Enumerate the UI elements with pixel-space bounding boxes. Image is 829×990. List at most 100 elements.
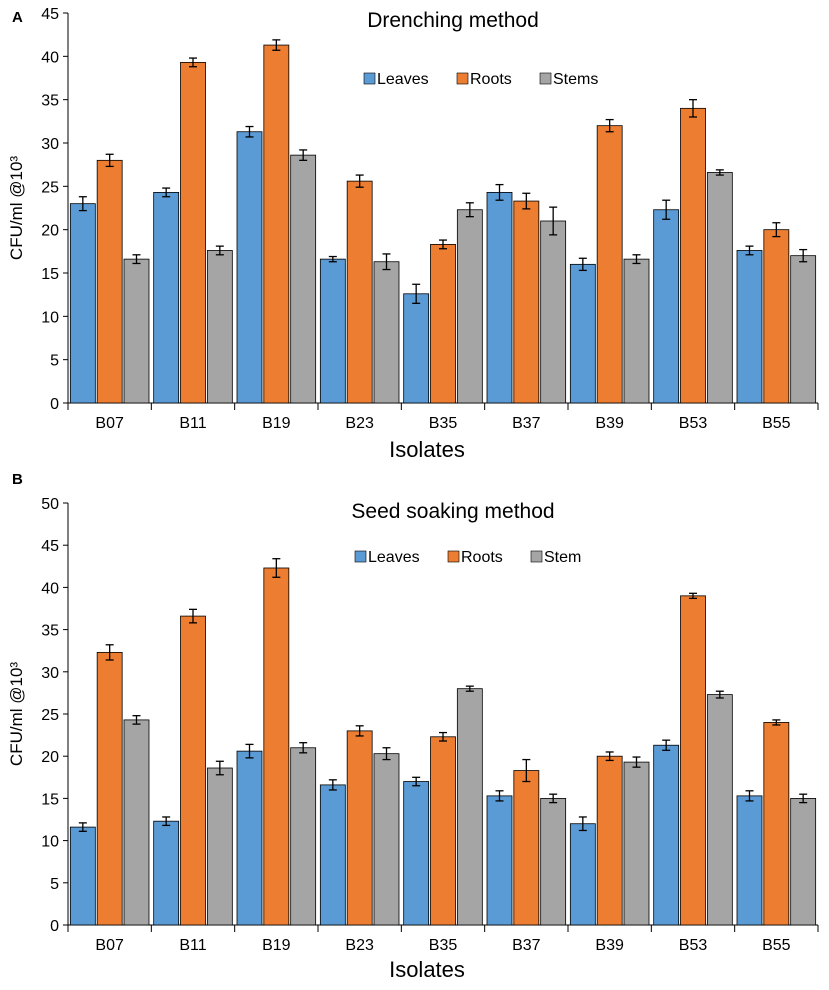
y-tick-label: 45 xyxy=(41,6,59,23)
legend-label-leaves: Leaves xyxy=(377,71,429,88)
panel-label: A xyxy=(12,9,23,26)
y-tick-label: 0 xyxy=(50,918,59,935)
y-tick-label: 10 xyxy=(41,834,59,851)
legend-swatch-leaves xyxy=(363,72,376,85)
legend-label-stem: Stem xyxy=(544,549,581,566)
bar-stem-b07 xyxy=(123,719,150,926)
x-tick-label: B53 xyxy=(679,415,708,432)
bar-roots-b55 xyxy=(763,722,790,926)
y-tick-label: 40 xyxy=(41,580,59,597)
bar-roots-b07 xyxy=(96,651,123,926)
x-tick-label: B07 xyxy=(95,415,124,432)
x-tick-label: B07 xyxy=(95,937,124,954)
x-tick-label: B55 xyxy=(762,415,791,432)
bar-leaves-b37 xyxy=(486,191,513,404)
bar-leaves-b37 xyxy=(486,795,513,926)
x-tick-label: B19 xyxy=(262,415,291,432)
bar-stem-b55 xyxy=(790,798,817,926)
legend-label-roots: Roots xyxy=(461,549,503,566)
y-tick-label: 20 xyxy=(41,749,59,766)
bar-stem-b19 xyxy=(290,747,317,926)
bar-roots-b19 xyxy=(263,44,290,404)
y-tick-label: 15 xyxy=(41,266,59,283)
x-tick-label: B37 xyxy=(512,415,541,432)
y-tick-label: 25 xyxy=(41,179,59,196)
y-tick-label: 15 xyxy=(41,791,59,808)
bar-roots-b11 xyxy=(180,62,206,404)
y-axis-label: CFU/ml @10³ xyxy=(7,156,26,260)
bar-leaves-b11 xyxy=(153,820,180,926)
x-tick-label: B35 xyxy=(429,937,458,954)
bar-roots-b11 xyxy=(180,615,206,926)
x-tick-label: B35 xyxy=(429,415,458,432)
y-tick-label: 50 xyxy=(41,496,59,513)
bar-stems-b07 xyxy=(123,258,150,404)
y-tick-label: 10 xyxy=(41,309,59,326)
bar-leaves-b19 xyxy=(236,750,263,926)
bar-roots-b53 xyxy=(680,595,706,926)
legend-label-leaves: Leaves xyxy=(368,549,420,566)
bar-stems-b37 xyxy=(540,220,567,404)
bar-stem-b23 xyxy=(373,753,400,926)
bar-roots-b35 xyxy=(430,736,456,926)
x-tick-label: B37 xyxy=(512,937,541,954)
bar-stems-b23 xyxy=(373,261,400,404)
legend-swatch-stem xyxy=(530,550,543,563)
bar-leaves-b39 xyxy=(569,823,596,926)
x-tick-label: B23 xyxy=(345,937,374,954)
x-axis-label: Isolates xyxy=(389,437,465,462)
y-tick-label: 35 xyxy=(41,623,59,640)
bar-stems-b35 xyxy=(456,209,483,404)
bar-roots-b39 xyxy=(596,755,623,926)
bar-roots-b07 xyxy=(96,159,123,404)
y-tick-label: 35 xyxy=(41,93,59,110)
x-tick-label: B23 xyxy=(345,415,374,432)
y-tick-label: 45 xyxy=(41,538,59,555)
bar-leaves-b35 xyxy=(403,781,430,926)
bar-leaves-b23 xyxy=(319,258,346,404)
legend-swatch-leaves xyxy=(354,550,367,563)
bar-leaves-b55 xyxy=(736,250,763,404)
y-tick-label: 5 xyxy=(50,876,59,893)
bar-leaves-b55 xyxy=(736,795,763,926)
y-tick-label: 0 xyxy=(50,396,59,413)
bar-roots-b23 xyxy=(346,180,373,404)
legend-label-roots: Roots xyxy=(470,71,512,88)
y-tick-label: 30 xyxy=(41,136,59,153)
legend-swatch-roots xyxy=(456,72,469,85)
x-tick-label: B39 xyxy=(595,937,624,954)
bar-roots-b23 xyxy=(346,730,373,926)
x-tick-label: B11 xyxy=(179,937,206,954)
bar-leaves-b11 xyxy=(153,191,180,404)
y-axis-label: CFU/ml @10³ xyxy=(7,662,26,766)
bar-stem-b53 xyxy=(706,694,733,926)
bar-leaves-b53 xyxy=(653,744,680,926)
bar-stems-b11 xyxy=(206,250,233,404)
x-axis-label: Isolates xyxy=(389,957,465,982)
chart-title: Seed soaking method xyxy=(351,500,554,523)
bar-leaves-b23 xyxy=(319,784,346,926)
x-tick-label: B55 xyxy=(762,937,791,954)
bar-leaves-b07 xyxy=(69,826,96,926)
bar-stem-b11 xyxy=(206,767,233,926)
bar-stem-b37 xyxy=(540,798,567,926)
y-tick-label: 40 xyxy=(41,49,59,66)
x-tick-label: B19 xyxy=(262,937,291,954)
bar-roots-b35 xyxy=(430,243,456,404)
legend-label-stems: Stems xyxy=(553,71,598,88)
bar-leaves-b39 xyxy=(569,263,596,404)
bar-leaves-b07 xyxy=(69,203,96,404)
bar-roots-b55 xyxy=(763,229,790,404)
bar-stems-b19 xyxy=(290,154,317,404)
y-tick-label: 30 xyxy=(41,665,59,682)
y-tick-label: 20 xyxy=(41,223,59,240)
bar-stems-b55 xyxy=(790,255,817,404)
bar-stems-b39 xyxy=(623,258,650,404)
x-tick-label: B39 xyxy=(595,415,624,432)
y-tick-label: 25 xyxy=(41,707,59,724)
chart-panel-A: A Drenching method 0 5 10 15 20 25 30 35 40 45 B07 B1… xyxy=(7,6,819,462)
bar-stems-b53 xyxy=(706,172,733,404)
bar-stem-b35 xyxy=(456,688,483,926)
